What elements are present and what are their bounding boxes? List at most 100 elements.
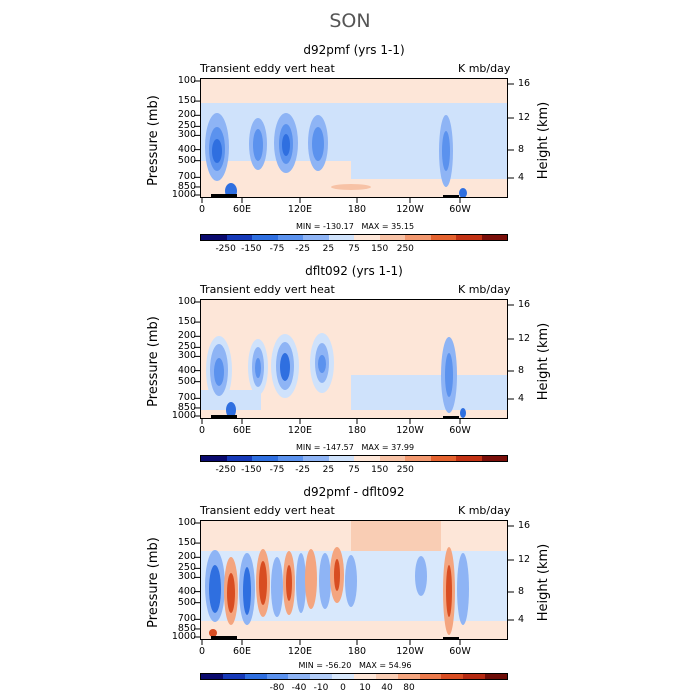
colorbar-swatch bbox=[252, 456, 278, 461]
longitude-tick-label: 60W bbox=[449, 204, 471, 215]
longitude-tick-label: 0 bbox=[198, 204, 206, 215]
colorbar-label: -40 bbox=[291, 683, 307, 693]
colorbar-label: -75 bbox=[269, 244, 285, 254]
colorbar-swatch bbox=[456, 456, 482, 461]
pressure-tick-label: 100 bbox=[177, 75, 196, 86]
panel2-left-string: Transient eddy vert heat bbox=[200, 283, 335, 296]
pressure-tick-label: 300 bbox=[177, 571, 196, 583]
pressure-tick-label: 700 bbox=[177, 392, 196, 404]
height-axis-label: Height (km) bbox=[536, 543, 552, 622]
colorbar-swatch bbox=[379, 456, 405, 461]
pressure-tick-label: 300 bbox=[177, 129, 196, 141]
panel2-colorbar bbox=[200, 455, 508, 462]
pressure-tick-label: 200 bbox=[177, 330, 196, 342]
colorbar-swatch bbox=[222, 674, 245, 679]
panel2-units: K mb/day bbox=[458, 283, 511, 296]
colorbar-swatch bbox=[266, 674, 289, 679]
colorbar-swatch bbox=[463, 674, 486, 679]
longitude-tick-label: 180 bbox=[347, 204, 367, 215]
panel3-units: K mb/day bbox=[458, 504, 511, 517]
pressure-tick-label: 500 bbox=[177, 596, 196, 608]
colorbar-label: 80 bbox=[403, 683, 415, 693]
colorbar-swatch bbox=[303, 456, 329, 461]
height-axis-label: Height (km) bbox=[536, 322, 552, 401]
longitude-tick-label: 120E bbox=[287, 204, 313, 215]
pressure-tick-label: 1000 bbox=[171, 410, 196, 421]
colorbar-swatch bbox=[405, 456, 431, 461]
pressure-axis-label: Pressure (mb) bbox=[145, 95, 161, 186]
longitude-tick-label: 180 bbox=[347, 646, 367, 657]
colorbar-swatch bbox=[419, 674, 442, 679]
pressure-tick-label: 150 bbox=[177, 316, 196, 328]
pressure-tick-label: 250 bbox=[177, 341, 196, 353]
colorbar-label: -250 bbox=[215, 244, 236, 254]
height-tick-label: 16 bbox=[518, 78, 531, 89]
pressure-tick-label: 200 bbox=[177, 109, 196, 121]
colorbar-label: 75 bbox=[348, 465, 360, 475]
pressure-tick-label: 200 bbox=[177, 551, 196, 563]
pressure-tick-label: 700 bbox=[177, 613, 196, 625]
colorbar-label: 75 bbox=[348, 244, 360, 254]
colorbar-swatch bbox=[288, 674, 311, 679]
height-tick-label: 4 bbox=[518, 614, 525, 625]
panel3-left-string: Transient eddy vert heat bbox=[200, 504, 335, 517]
panel3-colorbar bbox=[200, 673, 508, 680]
colorbar-label: 150 bbox=[371, 465, 389, 475]
colorbar-swatch bbox=[226, 235, 252, 240]
colorbar-label: -150 bbox=[241, 244, 262, 254]
longitude-tick-label: 60W bbox=[449, 646, 471, 657]
colorbar-swatch bbox=[328, 456, 354, 461]
colorbar-swatch bbox=[303, 235, 329, 240]
colorbar-label: 10 bbox=[359, 683, 371, 693]
longitude-tick-label: 60E bbox=[232, 425, 252, 436]
height-tick-label: 12 bbox=[518, 333, 531, 344]
pressure-tick-label: 1000 bbox=[171, 631, 196, 642]
height-tick-label: 8 bbox=[518, 365, 525, 376]
panel2-contours bbox=[201, 300, 507, 418]
longitude-tick-label: 60E bbox=[232, 646, 252, 657]
panel1-stats: MIN = -130.17 MAX = 35.15 bbox=[295, 222, 415, 231]
colorbar-swatch bbox=[481, 235, 507, 240]
colorbar-label: -75 bbox=[269, 465, 285, 475]
pressure-tick-label: 250 bbox=[177, 562, 196, 574]
colorbar-swatch bbox=[405, 235, 431, 240]
colorbar-swatch bbox=[379, 235, 405, 240]
colorbar-swatch bbox=[277, 235, 303, 240]
colorbar-label: -25 bbox=[295, 465, 310, 475]
panel2-title: dflt092 (yrs 1-1) bbox=[305, 264, 403, 278]
colorbar-swatch bbox=[441, 674, 464, 679]
pressure-tick-label: 100 bbox=[177, 517, 196, 528]
height-tick-label: 16 bbox=[518, 520, 531, 531]
colorbar-swatch bbox=[430, 235, 456, 240]
colorbar-swatch bbox=[244, 674, 267, 679]
colorbar-label: 250 bbox=[396, 465, 414, 475]
colorbar-swatch bbox=[201, 235, 227, 240]
panel1-units: K mb/day bbox=[458, 62, 511, 75]
longitude-tick-label: 0 bbox=[198, 425, 206, 436]
pressure-tick-label: 500 bbox=[177, 154, 196, 166]
height-tick-label: 12 bbox=[518, 554, 531, 565]
colorbar-label: 250 bbox=[396, 244, 414, 254]
colorbar-swatch bbox=[485, 674, 508, 679]
height-axis-label: Height (km) bbox=[536, 101, 552, 180]
panel1-title: d92pmf (yrs 1-1) bbox=[303, 43, 405, 57]
height-tick-label: 8 bbox=[518, 144, 525, 155]
height-tick-label: 16 bbox=[518, 299, 531, 310]
height-tick-label: 4 bbox=[518, 393, 525, 404]
colorbar-swatch bbox=[481, 456, 507, 461]
longitude-tick-label: 180 bbox=[347, 425, 367, 436]
colorbar-label: 25 bbox=[322, 244, 335, 254]
colorbar-label: 150 bbox=[371, 244, 389, 254]
height-tick-label: 12 bbox=[518, 112, 531, 123]
colorbar-swatch bbox=[201, 674, 223, 679]
colorbar-swatch bbox=[252, 235, 278, 240]
panel1-left-string: Transient eddy vert heat bbox=[200, 62, 335, 75]
colorbar-label: -10 bbox=[313, 683, 329, 693]
pressure-tick-label: 150 bbox=[177, 95, 196, 107]
pressure-tick-label: 400 bbox=[177, 585, 196, 597]
colorbar-swatch bbox=[375, 674, 398, 679]
panel3-plot-area bbox=[200, 520, 508, 640]
colorbar-swatch bbox=[354, 674, 376, 679]
height-tick-label: 4 bbox=[518, 172, 525, 183]
colorbar-label: 40 bbox=[381, 683, 393, 693]
